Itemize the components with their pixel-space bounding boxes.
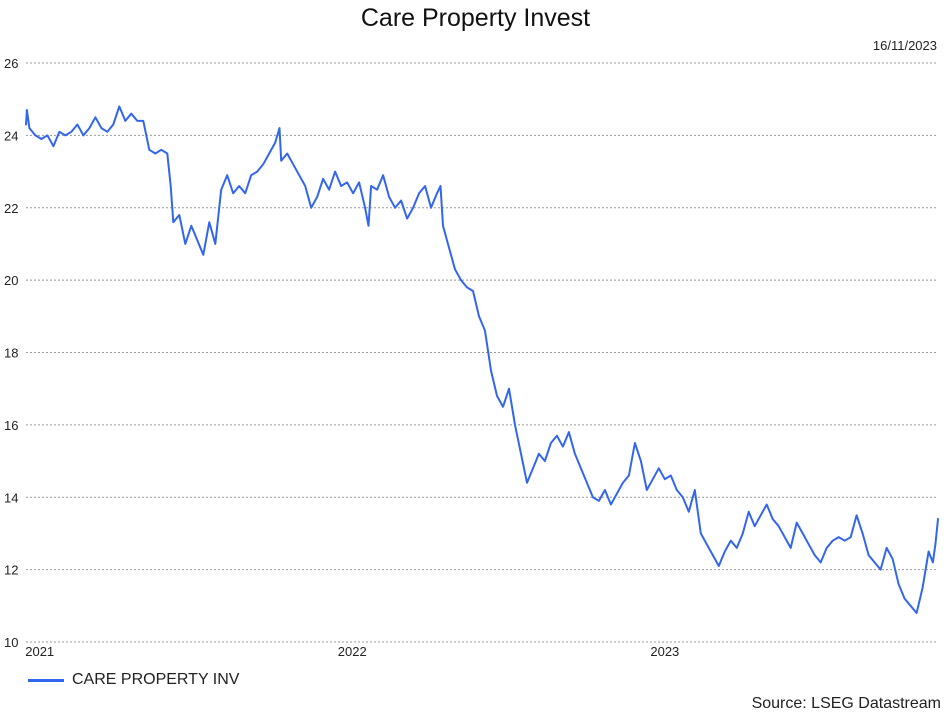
y-tick-label: 14 <box>4 490 18 505</box>
x-axis-ticks: 2021 2022 2023 <box>25 644 679 659</box>
legend: CARE PROPERTY INV <box>28 671 239 689</box>
y-tick-label: 18 <box>4 346 18 361</box>
series-line <box>25 105 939 614</box>
x-tick-label: 2021 <box>25 644 54 659</box>
chart-title: Care Property Invest <box>360 4 591 32</box>
legend-label: CARE PROPERTY INV <box>72 671 240 688</box>
series-layer <box>25 105 939 614</box>
x-tick-label: 2023 <box>650 644 679 659</box>
date-label: 16/11/2023 <box>872 38 937 53</box>
y-tick-label: 16 <box>4 418 18 433</box>
y-tick-label: 10 <box>4 635 18 650</box>
source-note: Source: LSEG Datastream <box>751 695 941 712</box>
y-tick-label: 22 <box>4 201 18 216</box>
y-tick-label: 24 <box>4 128 18 143</box>
y-tick-label: 12 <box>4 563 18 578</box>
y-tick-label: 20 <box>4 273 18 288</box>
y-axis-ticks: 10 12 14 16 18 20 22 24 26 <box>4 56 18 650</box>
y-tick-label: 26 <box>4 56 18 71</box>
legend-swatch <box>28 678 64 682</box>
grid-lines <box>26 62 938 643</box>
x-tick-label: 2022 <box>338 644 367 659</box>
